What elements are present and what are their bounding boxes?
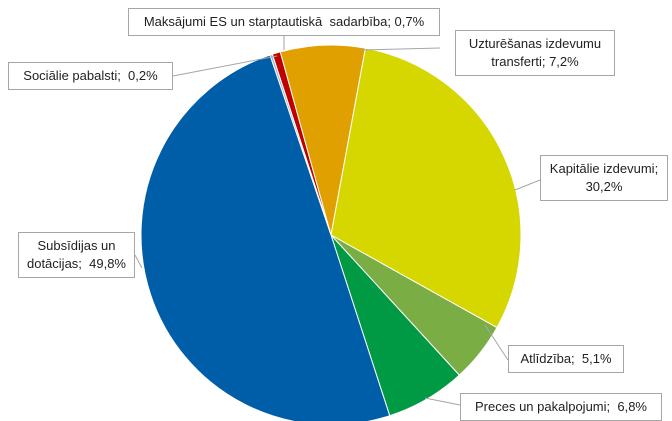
data-label: Kapitālie izdevumi; 30,2% [540, 155, 668, 201]
data-label: Sociālie pabalsti; 0,2% [8, 62, 173, 90]
leader-line [424, 397, 461, 406]
data-label: Subsīdijas un dotācijas; 49,8% [18, 232, 135, 278]
data-label: Maksājumi ES un starptautiskā sadarbība;… [128, 8, 440, 36]
wedges [140, 44, 522, 421]
wedge [330, 47, 522, 329]
data-label: Atlīdzība; 5,1% [508, 345, 624, 373]
leader-line [514, 179, 541, 191]
leader-line [172, 55, 278, 77]
wedge [269, 53, 332, 236]
leader-line [359, 47, 441, 51]
wedge [140, 54, 391, 421]
data-label: Uzturēšanas izdevumu transferti; 7,2% [455, 30, 615, 76]
data-label: Preces un pakalpojumi; 6,8% [460, 393, 662, 421]
leader-line [484, 324, 509, 361]
leader-lines [134, 35, 541, 406]
leader-line [134, 254, 143, 269]
